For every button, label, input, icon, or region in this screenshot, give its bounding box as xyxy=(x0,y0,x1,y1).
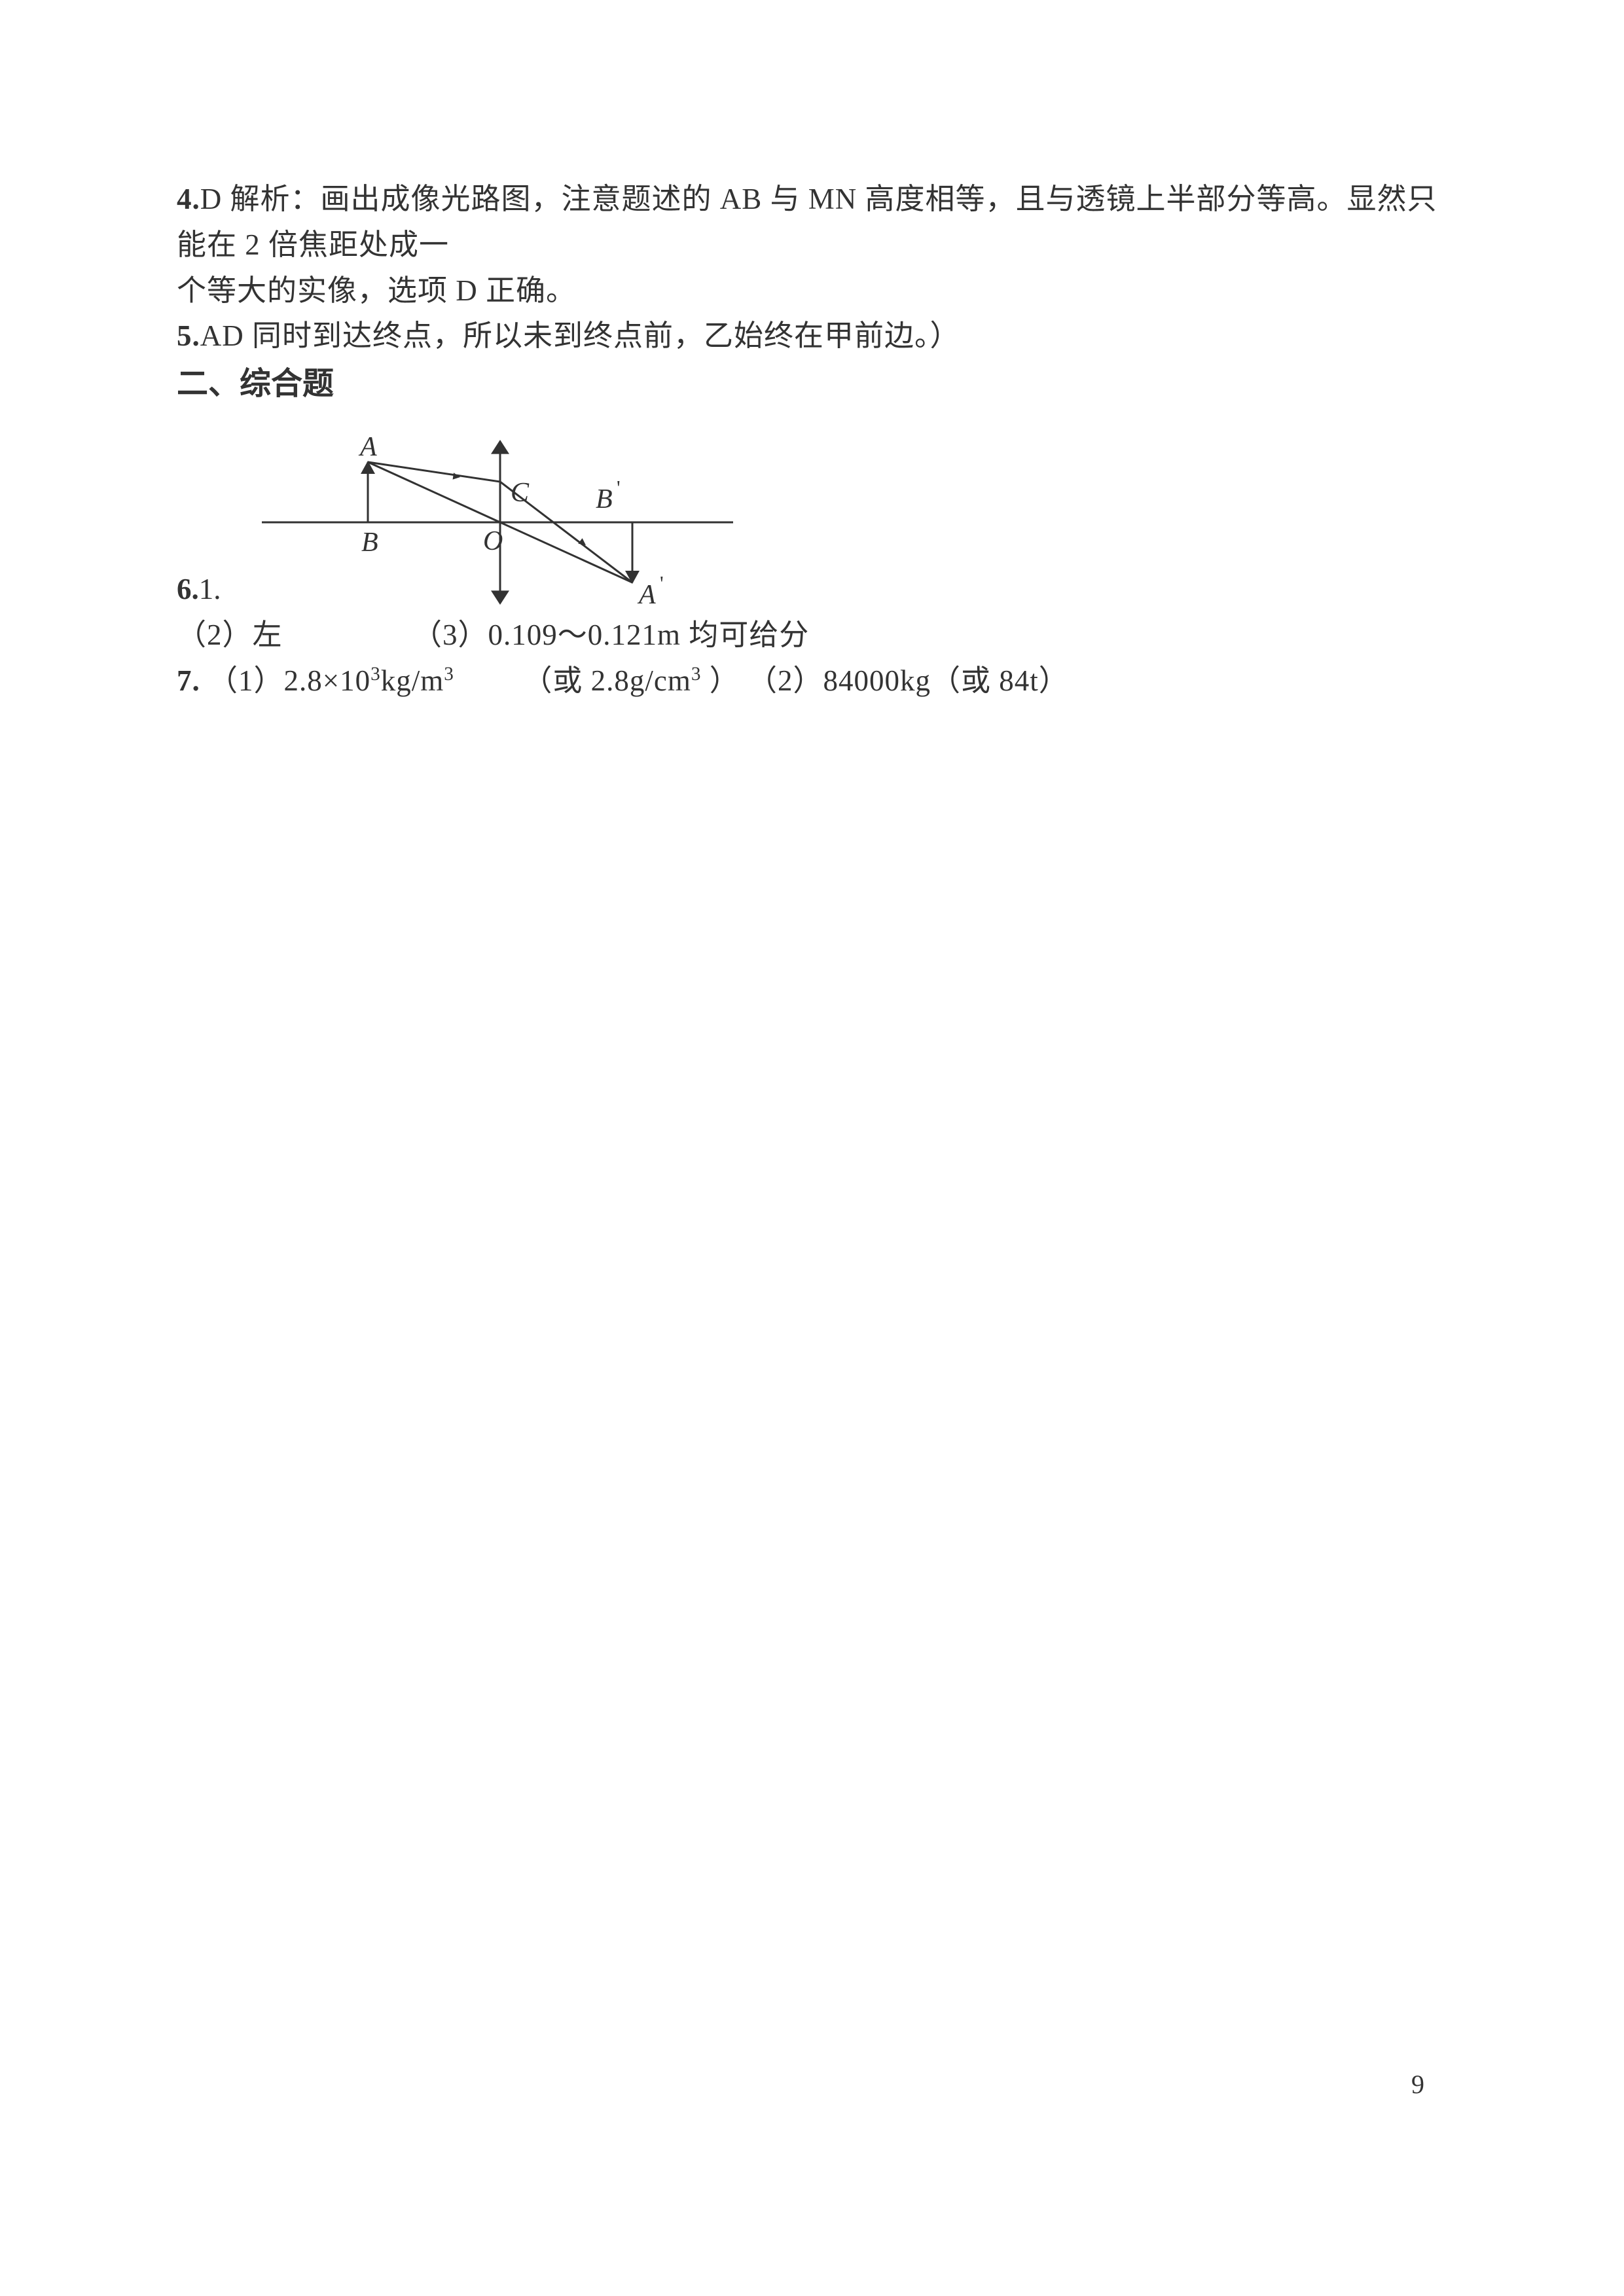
lens-diagram: ABCOBA'' xyxy=(229,410,740,613)
q5-answer: AD xyxy=(200,319,244,352)
q6-label-block: 6.1. xyxy=(177,567,221,613)
q5-line: 5.AD 同时到达终点，所以未到终点前，乙始终在甲前边。） xyxy=(177,314,1447,359)
svg-text:O: O xyxy=(483,526,503,556)
svg-text:': ' xyxy=(617,476,621,499)
q4-label: 4. xyxy=(177,183,200,215)
q7-label: 7. xyxy=(177,664,200,697)
svg-text:B: B xyxy=(361,528,378,558)
q7-alt-prefix: （或 2.8g/cm xyxy=(522,664,691,697)
q5-text: 同时到达终点，所以未到终点前，乙始终在甲前边。） xyxy=(244,319,960,352)
q6-sub1: 1. xyxy=(199,573,221,605)
q4-text1: 解析：画出成像光路图，注意题述的 AB 与 MN 高度相等，且与透镜上半部分等高… xyxy=(177,183,1437,261)
page-number: 9 xyxy=(1411,2069,1424,2100)
q7-alt-suffix: ） xyxy=(702,664,740,697)
q7-alt-exp: 3 xyxy=(691,664,702,685)
svg-text:': ' xyxy=(660,572,664,595)
q6-row: 6.1. ABCOBA'' xyxy=(177,410,1447,613)
q6-label: 6. xyxy=(177,573,199,605)
q7-line: 7. （1）2.8×103kg/m3 （或 2.8g/cm3 ） （2）8400… xyxy=(177,658,1447,704)
svg-text:B: B xyxy=(596,484,613,514)
q4-line1: 4.D 解析：画出成像光路图，注意题述的 AB 与 MN 高度相等，且与透镜上半… xyxy=(177,177,1447,268)
q7-part2: （2）84000kg（或 84t） xyxy=(748,664,1069,697)
q4-line2: 个等大的实像，选项 D 正确。 xyxy=(177,268,1447,314)
svg-text:A: A xyxy=(358,432,377,462)
q7-part1-unit-exp: 3 xyxy=(444,664,454,685)
q5-label: 5. xyxy=(177,319,200,352)
q6-3-answer: （3）0.109～0.121m 均可给分 xyxy=(412,619,809,651)
svg-text:C: C xyxy=(511,478,530,508)
q4-answer: D xyxy=(200,183,223,215)
q7-part1-unit: kg/m xyxy=(381,664,444,697)
q7-part1-exp: 3 xyxy=(370,664,381,685)
q7-part1-prefix: （1）2.8×10 xyxy=(208,664,370,697)
q6-2-answer: （2）左 xyxy=(177,613,412,658)
section-heading: 二、综合题 xyxy=(177,359,1447,410)
svg-text:A: A xyxy=(637,580,656,610)
q6-line2: （2）左（3）0.109～0.121m 均可给分 xyxy=(177,613,1447,658)
